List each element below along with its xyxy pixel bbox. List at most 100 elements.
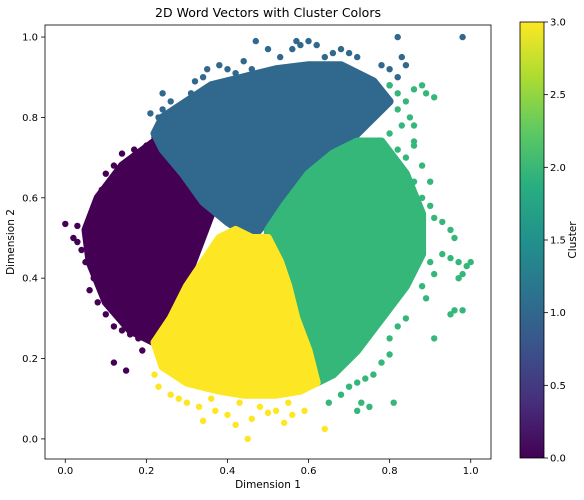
colorbar-tick-label: 1.0 [550, 308, 566, 319]
scatter-point [418, 162, 426, 169]
scatter-point [195, 403, 203, 410]
scatter-point [236, 399, 243, 406]
scatter-point [418, 82, 426, 89]
plot-frame [44, 24, 492, 460]
scatter-point [62, 220, 69, 228]
scatter-point [289, 411, 296, 418]
scatter-point [354, 53, 361, 61]
x-tick-label: 0.8 [382, 466, 398, 477]
scatter-point [313, 41, 320, 49]
scatter-point [394, 33, 401, 41]
scatter-point [122, 367, 130, 374]
scatter-point [281, 419, 288, 426]
colorbar: 0.0 0.5 1.0 1.5 2.0 2.5 3.0 Cluster [519, 18, 579, 465]
scatter-point [293, 37, 300, 45]
scatter-point [459, 33, 466, 41]
scatter-point [110, 359, 118, 366]
y-tick-label: 0.2 [22, 354, 38, 365]
scatter-point [431, 94, 438, 101]
scatter-point [106, 303, 114, 310]
scatter-point [410, 142, 418, 149]
scatter-point [402, 61, 410, 69]
cluster-3-dense-region [150, 225, 321, 399]
scatter-point [191, 78, 199, 85]
scatter-point [402, 315, 410, 322]
scatter-point [70, 234, 77, 242]
y-tick-label: 0.6 [22, 193, 38, 204]
scatter-point [390, 399, 397, 406]
y-tick-label: 0.8 [22, 113, 38, 124]
y-tick-label: 0.4 [22, 274, 38, 285]
scatter-point [224, 411, 231, 418]
scatter-point [439, 250, 446, 258]
scatter-point [175, 395, 182, 402]
scatter-point [386, 66, 393, 73]
scatter-point [240, 58, 247, 65]
cluster-3-group [150, 225, 328, 443]
y-tick-label: 1.0 [22, 33, 38, 44]
scatter-point [378, 359, 385, 366]
scatter-point [447, 311, 454, 318]
scatter-point [159, 90, 166, 97]
scatter-point [216, 61, 223, 69]
scatter-point [354, 379, 361, 386]
scatter-point [398, 53, 405, 61]
scatter-point [155, 383, 162, 390]
scatter-point [102, 311, 110, 318]
scatter-point [402, 154, 410, 161]
scatter-point [285, 399, 292, 406]
scatter-point [248, 66, 255, 73]
scatter-point [264, 409, 272, 416]
scatter-point [418, 283, 426, 290]
y-axis-label: Dimension 2 [5, 209, 17, 275]
scatter-point [151, 371, 158, 378]
scatter-point [86, 287, 93, 294]
scatter-point [143, 142, 150, 149]
scatter-point [325, 399, 332, 406]
scatter-point [301, 407, 308, 414]
chart-title: 2D Word Vectors with Cluster Colors [155, 5, 381, 20]
scatter-point [427, 258, 434, 266]
scatter-point [131, 146, 138, 153]
scatter-point [98, 186, 106, 193]
scatter-point [277, 53, 284, 61]
data-marks [62, 33, 474, 443]
scatter-point [447, 226, 454, 234]
colorbar-tick-label: 2.5 [550, 90, 566, 101]
scatter-point [402, 98, 410, 105]
scatter-point [90, 275, 97, 282]
scatter-point [244, 435, 251, 443]
x-tick-label: 0.2 [138, 466, 154, 477]
scatter-point [118, 327, 126, 334]
scatter-point [110, 323, 118, 330]
scatter-point [232, 421, 239, 428]
scatter-point [224, 66, 231, 73]
scatter-point [410, 86, 418, 93]
scatter-point [118, 150, 126, 157]
scatter-point [358, 399, 365, 406]
scatter-point [167, 391, 174, 398]
scatter-point [410, 122, 418, 129]
x-axis-label: Dimension 1 [235, 479, 301, 491]
scatter-point [398, 122, 405, 129]
scatter-point [467, 258, 474, 266]
scatter-point [386, 351, 393, 358]
scatter-point [422, 90, 430, 97]
scatter-point [248, 415, 255, 422]
scatter-point [386, 335, 393, 342]
scatter-point [427, 202, 434, 209]
colorbar-tick-label: 2.0 [550, 163, 566, 174]
scatter-point [354, 407, 361, 414]
scatter-point [94, 299, 101, 306]
scatter-point [98, 254, 106, 262]
colorbar-ticks: 0.0 0.5 1.0 1.5 2.0 2.5 3.0 [544, 18, 566, 465]
colorbar-tick-label: 1.5 [550, 236, 566, 247]
scatter-point [431, 214, 438, 222]
scatter-point [256, 403, 264, 410]
scatter-point [232, 70, 239, 77]
scatter-point [199, 417, 207, 424]
x-tick-label: 1.0 [463, 466, 479, 477]
scatter-point [78, 246, 85, 254]
